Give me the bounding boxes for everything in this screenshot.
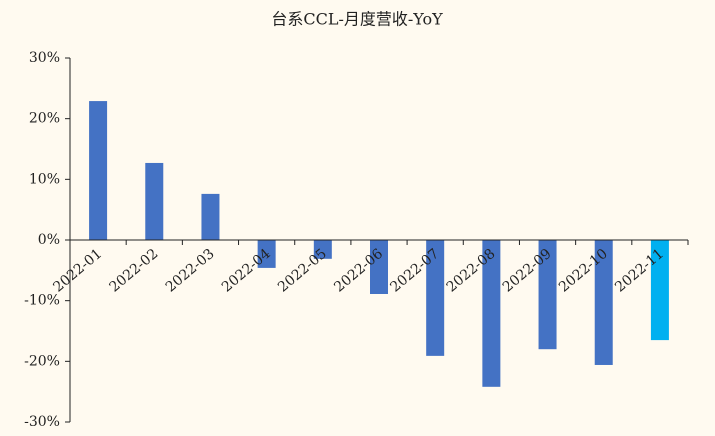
y-tick-label: 30% xyxy=(29,50,60,66)
y-tick-label: -20% xyxy=(24,353,60,369)
bar xyxy=(201,193,220,240)
bar xyxy=(650,240,669,341)
bar xyxy=(538,240,557,350)
bar xyxy=(426,240,445,356)
y-tick-label: 10% xyxy=(29,171,60,187)
bar xyxy=(594,240,613,365)
bar xyxy=(370,240,388,294)
bar xyxy=(482,240,501,387)
bar xyxy=(313,240,332,259)
y-tick-label: 0% xyxy=(38,232,60,248)
bar xyxy=(89,101,108,240)
chart-title: 台系CCL-月度营收-YoY xyxy=(271,10,443,29)
bar xyxy=(145,162,164,240)
y-tick-label: -30% xyxy=(24,414,60,430)
y-tick-label: -10% xyxy=(24,293,60,309)
bar xyxy=(257,240,276,268)
y-tick-label: 20% xyxy=(29,111,60,127)
